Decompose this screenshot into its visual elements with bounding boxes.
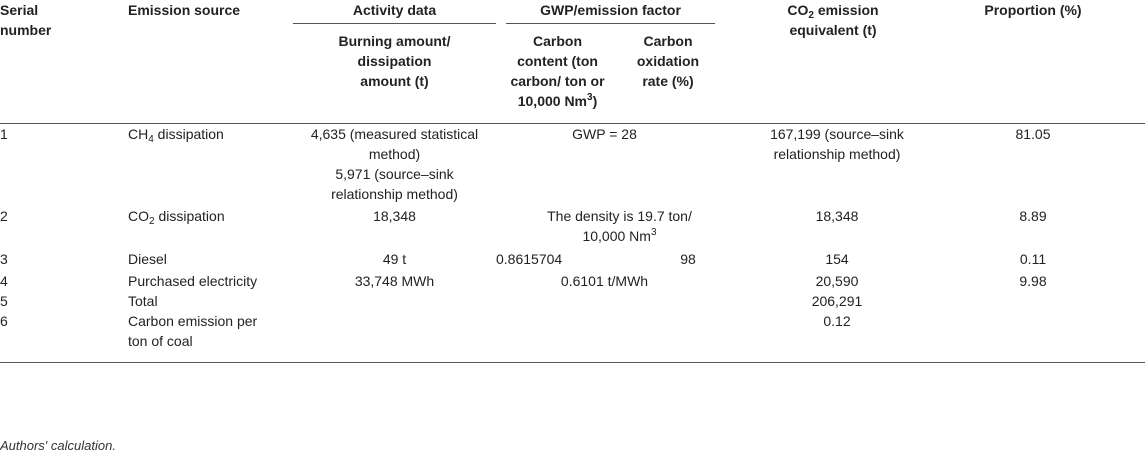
cell-proportion: 8.89: [1019, 208, 1047, 224]
cell-source-suffix: dissipation: [154, 208, 225, 224]
cell-source-suffix: dissipation: [153, 126, 224, 142]
table-row-4: 4 Purchased electricity 33,748 MWh 0.610…: [0, 269, 1145, 291]
cell-co2: 206,291: [811, 293, 863, 309]
cell-oxidation-rate: 98: [680, 251, 696, 267]
cell-activity-empty: [293, 291, 496, 311]
cell-serial: 5: [0, 293, 8, 309]
cell-serial: 3: [0, 251, 8, 267]
cell-source-prefix: CO: [128, 208, 149, 224]
cell-factor: GWP = 28: [572, 126, 637, 142]
cell-source: Carbon emission per ton of coal: [128, 313, 258, 349]
cell-activity: 49 t: [382, 251, 407, 267]
header-proportion: Proportion (%): [984, 2, 1082, 18]
cell-source: Purchased electricity: [128, 273, 258, 289]
emissions-table: Serial number Emission source Activity d…: [0, 0, 1145, 363]
cell-co2: 0.12: [823, 313, 851, 329]
cell-co2: 167,199 (source–sink relationship method…: [770, 126, 904, 162]
cell-serial: 2: [0, 208, 8, 224]
header-row-main: Serial number Emission source Activity d…: [0, 0, 1145, 38]
header-oxidation-rate: Carbon oxidation rate (%): [636, 33, 700, 89]
cell-proportion: 0.11: [1019, 251, 1047, 267]
cell-activity-source-sink: 5,971 (source–sink relationship method): [331, 166, 458, 202]
cell-proportion-empty: [963, 311, 1145, 363]
table-row-5: 5 Total 206,291: [0, 291, 1145, 311]
header-co2-suffix: emission equivalent (t): [789, 2, 879, 38]
cell-source-subscript: 4: [148, 134, 154, 145]
header-serial-number: Serial number: [0, 2, 52, 38]
cell-co2: 20,590: [815, 273, 859, 289]
cell-factor-split: 0.8615704 98: [496, 246, 743, 269]
table-row-3: 3 Diesel 49 t 0.8615704 98 154 0.11: [0, 246, 1145, 269]
cell-proportion: 9.98: [1019, 273, 1047, 289]
cell-co2: 154: [825, 251, 849, 267]
header-gwp-emission-factor: GWP/emission factor: [496, 0, 743, 24]
cell-factor-superscript: 3: [650, 227, 657, 238]
table-row-6: 6 Carbon emission per ton of coal 0.12: [0, 311, 1145, 363]
cell-source-subscript: 2: [149, 216, 155, 227]
cell-activity-empty: [293, 311, 496, 363]
cell-source: Total: [128, 293, 158, 309]
cell-source-prefix: CH: [128, 126, 149, 142]
header-carbon-content-close: ): [592, 93, 598, 109]
header-carbon-content: Carbon content (ton carbon/ ton or 10,00…: [496, 24, 619, 124]
cell-activity-measured: 4,635 (measured statistical method): [310, 126, 479, 162]
cell-activity: 4,635 (measured statistical method) 5,97…: [293, 124, 496, 205]
cell-factor: 0.6101 t/MWh: [560, 273, 649, 289]
header-activity-data-label: Activity data: [293, 0, 496, 24]
header-carbon-content-label: Carbon content (ton carbon/ ton or 10,00…: [510, 33, 605, 109]
cell-proportion: 81.05: [1015, 126, 1051, 142]
header-burning-amount: Burning amount/ dissipation amount (t): [338, 33, 451, 89]
header-activity-data: Activity data: [293, 0, 496, 24]
header-co2-prefix: CO: [787, 2, 809, 18]
header-co2-equivalent: CO2 emission equivalent (t): [743, 0, 963, 124]
cell-source: CO2 dissipation: [90, 204, 293, 246]
table-row-2: 2 CO2 dissipation 18,348 The density is …: [0, 204, 1145, 246]
table-footnote: Authors' calculation.: [0, 438, 116, 453]
cell-co2: 18,348: [815, 208, 859, 224]
header-row-sub: Burning amount/ dissipation amount (t) C…: [0, 24, 1145, 124]
cell-factor-text: The density is 19.7 ton/ 10,000 Nm: [547, 208, 692, 244]
cell-serial: 6: [0, 313, 8, 329]
cell-factor-empty: [496, 291, 743, 311]
cell-activity: 33,748 MWh: [354, 273, 435, 289]
cell-carbon-content: 0.8615704: [496, 251, 563, 267]
cell-activity: 18,348: [373, 208, 416, 224]
cell-source: CH4 dissipation: [90, 124, 293, 205]
table-row-1: 1 CH4 dissipation 4,635 (measured statis…: [0, 124, 1145, 205]
header-co2-subscript: 2: [808, 10, 814, 21]
header-emission-source: Emission source: [128, 2, 241, 18]
header-gwp-label: GWP/emission factor: [506, 0, 715, 24]
header-carbon-content-superscript: 3: [587, 92, 593, 103]
cell-factor: The density is 19.7 ton/ 10,000 Nm3: [496, 204, 743, 246]
cell-proportion-empty: [963, 291, 1145, 311]
cell-factor-empty: [496, 311, 743, 363]
cell-serial: 4: [0, 273, 8, 289]
cell-source: Diesel: [128, 251, 167, 267]
cell-serial: 1: [0, 126, 8, 142]
